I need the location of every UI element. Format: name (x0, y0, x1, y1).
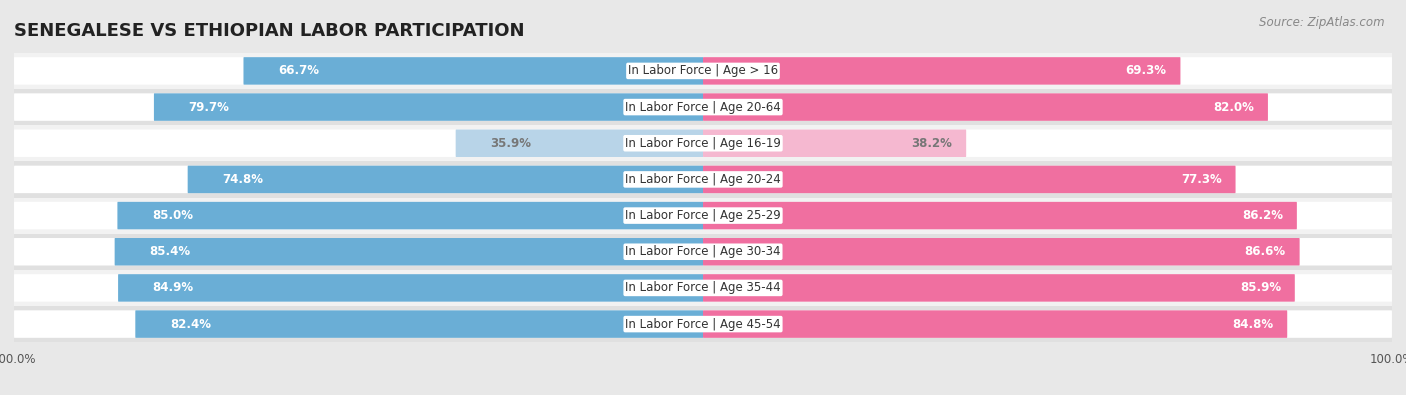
Bar (14, 234, 1392, 270)
Bar (14, 306, 1392, 342)
FancyBboxPatch shape (243, 57, 703, 85)
Text: 84.9%: 84.9% (152, 281, 194, 294)
FancyBboxPatch shape (14, 202, 703, 229)
Text: 82.4%: 82.4% (170, 318, 211, 331)
FancyBboxPatch shape (703, 130, 966, 157)
FancyBboxPatch shape (14, 310, 703, 338)
FancyBboxPatch shape (118, 274, 703, 302)
Text: In Labor Force | Age 25-29: In Labor Force | Age 25-29 (626, 209, 780, 222)
FancyBboxPatch shape (14, 274, 703, 302)
Text: 66.7%: 66.7% (278, 64, 319, 77)
FancyBboxPatch shape (14, 238, 703, 265)
FancyBboxPatch shape (14, 93, 703, 121)
Text: 85.4%: 85.4% (149, 245, 190, 258)
Text: In Labor Force | Age 20-24: In Labor Force | Age 20-24 (626, 173, 780, 186)
Text: 84.8%: 84.8% (1232, 318, 1274, 331)
Text: 38.2%: 38.2% (911, 137, 952, 150)
FancyBboxPatch shape (14, 130, 703, 157)
FancyBboxPatch shape (115, 238, 703, 265)
FancyBboxPatch shape (703, 93, 1392, 121)
FancyBboxPatch shape (703, 57, 1392, 85)
Text: 85.9%: 85.9% (1240, 281, 1281, 294)
FancyBboxPatch shape (153, 93, 703, 121)
FancyBboxPatch shape (703, 274, 1392, 302)
FancyBboxPatch shape (703, 310, 1288, 338)
Bar (14, 89, 1392, 125)
Text: 35.9%: 35.9% (491, 137, 531, 150)
FancyBboxPatch shape (14, 57, 703, 85)
FancyBboxPatch shape (14, 166, 703, 193)
Bar (14, 125, 1392, 161)
FancyBboxPatch shape (703, 130, 1392, 157)
Text: In Labor Force | Age 30-34: In Labor Force | Age 30-34 (626, 245, 780, 258)
Text: Source: ZipAtlas.com: Source: ZipAtlas.com (1260, 16, 1385, 29)
FancyBboxPatch shape (703, 274, 1295, 302)
Bar (14, 198, 1392, 234)
FancyBboxPatch shape (703, 166, 1392, 193)
FancyBboxPatch shape (703, 93, 1268, 121)
Text: 74.8%: 74.8% (222, 173, 263, 186)
Text: In Labor Force | Age 35-44: In Labor Force | Age 35-44 (626, 281, 780, 294)
Text: 77.3%: 77.3% (1181, 173, 1222, 186)
Bar (14, 53, 1392, 89)
Text: In Labor Force | Age 20-64: In Labor Force | Age 20-64 (626, 101, 780, 114)
FancyBboxPatch shape (456, 130, 703, 157)
FancyBboxPatch shape (187, 166, 703, 193)
FancyBboxPatch shape (703, 202, 1296, 229)
FancyBboxPatch shape (135, 310, 703, 338)
Text: 86.2%: 86.2% (1241, 209, 1284, 222)
Text: SENEGALESE VS ETHIOPIAN LABOR PARTICIPATION: SENEGALESE VS ETHIOPIAN LABOR PARTICIPAT… (14, 22, 524, 40)
FancyBboxPatch shape (703, 238, 1392, 265)
Bar (14, 161, 1392, 198)
Text: In Labor Force | Age 45-54: In Labor Force | Age 45-54 (626, 318, 780, 331)
Text: 82.0%: 82.0% (1213, 101, 1254, 114)
Text: 86.6%: 86.6% (1244, 245, 1286, 258)
FancyBboxPatch shape (703, 310, 1392, 338)
FancyBboxPatch shape (703, 57, 1181, 85)
Bar (14, 270, 1392, 306)
Text: 85.0%: 85.0% (152, 209, 193, 222)
FancyBboxPatch shape (118, 202, 703, 229)
Text: In Labor Force | Age > 16: In Labor Force | Age > 16 (628, 64, 778, 77)
Text: 79.7%: 79.7% (188, 101, 229, 114)
FancyBboxPatch shape (703, 238, 1299, 265)
Text: 69.3%: 69.3% (1126, 64, 1167, 77)
FancyBboxPatch shape (703, 202, 1392, 229)
FancyBboxPatch shape (703, 166, 1236, 193)
Text: In Labor Force | Age 16-19: In Labor Force | Age 16-19 (626, 137, 780, 150)
